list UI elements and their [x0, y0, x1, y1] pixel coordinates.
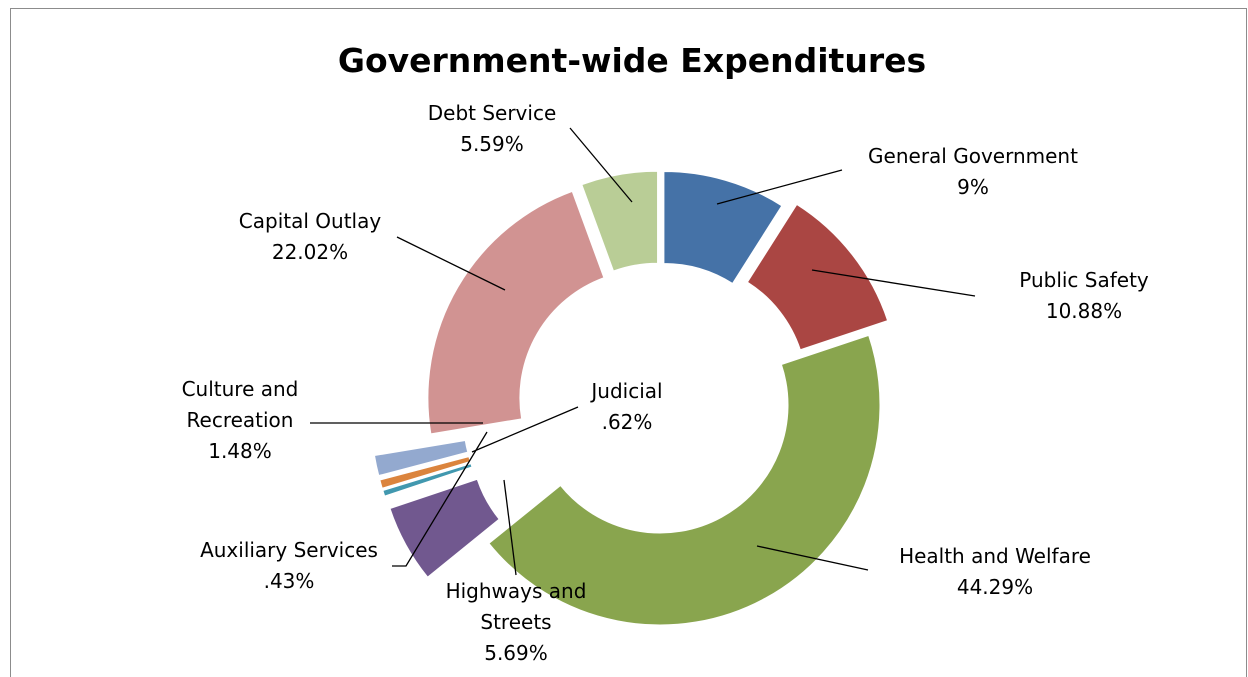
leader-line-debt-service — [569, 127, 633, 203]
slice-highways-and-streets — [389, 478, 500, 578]
slice-debt-service — [581, 170, 659, 272]
label-general-government: General Government 9% — [868, 144, 1078, 199]
slice-health-and-welfare — [488, 334, 881, 626]
leader-line-auxiliary-services — [392, 431, 488, 567]
label-health-and-welfare: Health and Welfare 44.29% — [899, 544, 1091, 599]
slice-culture-and-recreation — [373, 439, 469, 477]
leader-line-highways-and-streets — [503, 479, 517, 576]
slice-auxiliary-services — [382, 463, 473, 497]
label-culture-and-recreation: Culture and Recreation 1.48% — [182, 377, 299, 463]
leader-line-public-safety — [811, 269, 976, 297]
label-debt-service: Debt Service 5.59% — [428, 101, 557, 156]
label-auxiliary-services: Auxiliary Services .43% — [200, 538, 378, 593]
leader-line-judicial — [471, 406, 579, 453]
chart-frame — [10, 8, 1247, 677]
label-highways-and-streets: Highways and Streets 5.69% — [446, 579, 587, 665]
chart-title: Government-wide Expenditures — [338, 41, 926, 80]
leader-line-health-and-welfare — [756, 545, 869, 571]
slice-capital-outlay — [427, 190, 605, 435]
slice-public-safety — [746, 203, 889, 351]
leader-line-general-government — [716, 169, 843, 205]
label-judicial: Judicial .62% — [589, 379, 662, 434]
label-capital-outlay: Capital Outlay 22.02% — [239, 209, 382, 264]
label-public-safety: Public Safety 10.88% — [1019, 268, 1149, 323]
leader-line-capital-outlay — [396, 236, 506, 291]
slice-general-government — [663, 171, 783, 285]
